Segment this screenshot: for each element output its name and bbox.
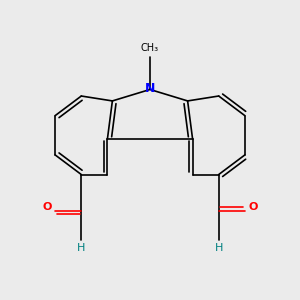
Text: H: H: [77, 243, 86, 253]
Text: H: H: [214, 243, 223, 253]
Text: O: O: [43, 202, 52, 212]
Text: N: N: [145, 82, 155, 95]
Text: CH₃: CH₃: [141, 44, 159, 53]
Text: O: O: [248, 202, 257, 212]
